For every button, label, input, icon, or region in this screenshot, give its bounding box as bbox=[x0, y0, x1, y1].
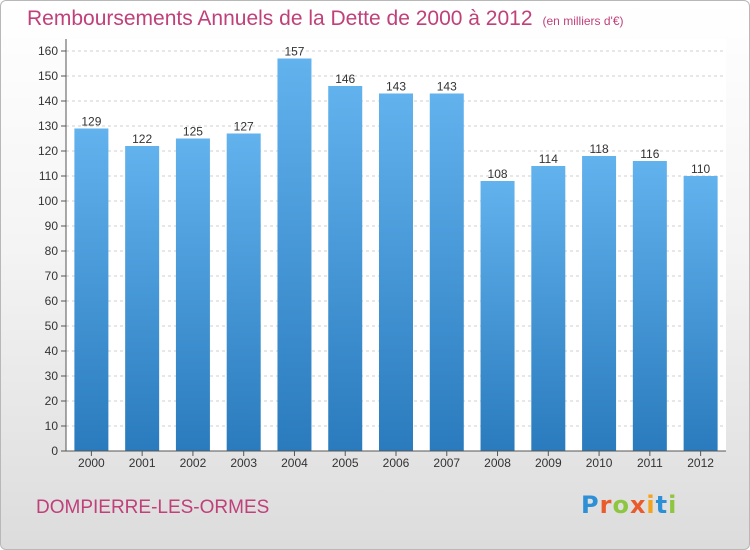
data-label: 143 bbox=[437, 80, 457, 94]
bar bbox=[480, 181, 515, 451]
data-label: 157 bbox=[284, 45, 304, 59]
commune-name: DOMPIERRE-LES-ORMES bbox=[36, 497, 270, 518]
bar bbox=[582, 156, 617, 451]
y-tick-label: 60 bbox=[45, 294, 59, 308]
y-tick-label: 0 bbox=[51, 444, 58, 458]
logo-letter: r bbox=[599, 491, 613, 519]
bars: 129 122 125 127 157 146 143 143 108 114 118 116 110 bbox=[74, 45, 718, 451]
bar bbox=[429, 93, 464, 451]
x-tick-label: 2012 bbox=[687, 456, 714, 470]
y-tick-label: 70 bbox=[45, 269, 59, 283]
data-label: 110 bbox=[691, 162, 710, 176]
data-label: 114 bbox=[539, 152, 558, 166]
bar bbox=[379, 93, 413, 451]
data-label: 122 bbox=[132, 132, 152, 146]
y-tick-label: 80 bbox=[45, 244, 59, 258]
logo-letter: o bbox=[612, 491, 630, 519]
x-tick-label: 2007 bbox=[433, 456, 460, 470]
chart-title: Remboursements Annuels de la Dette de 20… bbox=[27, 7, 624, 31]
x-tick-label: 2004 bbox=[281, 456, 308, 470]
data-label: 129 bbox=[81, 115, 101, 129]
y-tick-label: 160 bbox=[38, 44, 58, 58]
data-label: 146 bbox=[335, 72, 355, 86]
logo-letter: x bbox=[629, 491, 647, 519]
y-tick-label: 130 bbox=[38, 119, 58, 133]
logo-letter: i bbox=[646, 491, 656, 519]
x-tick-label: 2009 bbox=[535, 456, 562, 470]
y-axis: 0 10 20 30 40 50 60 70 80 90 100 110 120 130 140 150 160 bbox=[38, 39, 67, 458]
data-label: 118 bbox=[590, 142, 609, 156]
y-tick-label: 110 bbox=[39, 169, 58, 183]
logo-letter: i bbox=[668, 491, 678, 519]
y-tick-label: 30 bbox=[45, 369, 59, 383]
x-tick-label: 2003 bbox=[230, 456, 257, 470]
data-label: 108 bbox=[488, 167, 508, 181]
y-tick-label: 50 bbox=[45, 319, 59, 333]
bar bbox=[175, 138, 210, 451]
y-tick-label: 10 bbox=[45, 419, 59, 433]
x-tick-label: 2008 bbox=[484, 456, 511, 470]
data-label: 116 bbox=[640, 147, 659, 161]
bar bbox=[125, 146, 160, 451]
data-label: 127 bbox=[234, 120, 254, 134]
data-label: 125 bbox=[183, 125, 203, 139]
logo-letter: P bbox=[581, 491, 600, 519]
chart-subtitle: (en milliers d'€) bbox=[542, 14, 624, 28]
y-tick-label: 150 bbox=[38, 69, 58, 83]
y-tick-label: 20 bbox=[45, 394, 59, 408]
x-tick-label: 2010 bbox=[586, 456, 613, 470]
x-tick-label: 2005 bbox=[332, 456, 359, 470]
y-tick-label: 120 bbox=[38, 144, 58, 158]
x-tick-label: 2001 bbox=[129, 456, 156, 470]
bar bbox=[632, 161, 667, 451]
bar bbox=[328, 86, 363, 451]
x-tick-label: 2011 bbox=[637, 456, 663, 470]
bar bbox=[531, 166, 566, 451]
bar bbox=[74, 128, 109, 451]
y-tick-label: 140 bbox=[38, 94, 58, 108]
x-axis: 2000 2001 2002 2003 2004 2005 2006 2007 2008 2009… bbox=[66, 450, 726, 470]
data-label: 143 bbox=[386, 80, 406, 94]
logo-letter: t bbox=[655, 491, 669, 519]
bar bbox=[226, 133, 261, 451]
bar bbox=[683, 176, 718, 451]
y-tick-label: 40 bbox=[45, 344, 59, 358]
x-tick-label: 2000 bbox=[78, 456, 105, 470]
proxiti-logo[interactable]: Proxiti bbox=[581, 491, 677, 519]
x-tick-label: 2006 bbox=[383, 456, 410, 470]
title-text: Remboursements Annuels de la Dette de 20… bbox=[27, 7, 533, 30]
y-tick-label: 90 bbox=[45, 219, 59, 233]
bar bbox=[277, 58, 312, 451]
x-tick-label: 2002 bbox=[180, 456, 207, 470]
y-tick-label: 100 bbox=[38, 194, 58, 208]
